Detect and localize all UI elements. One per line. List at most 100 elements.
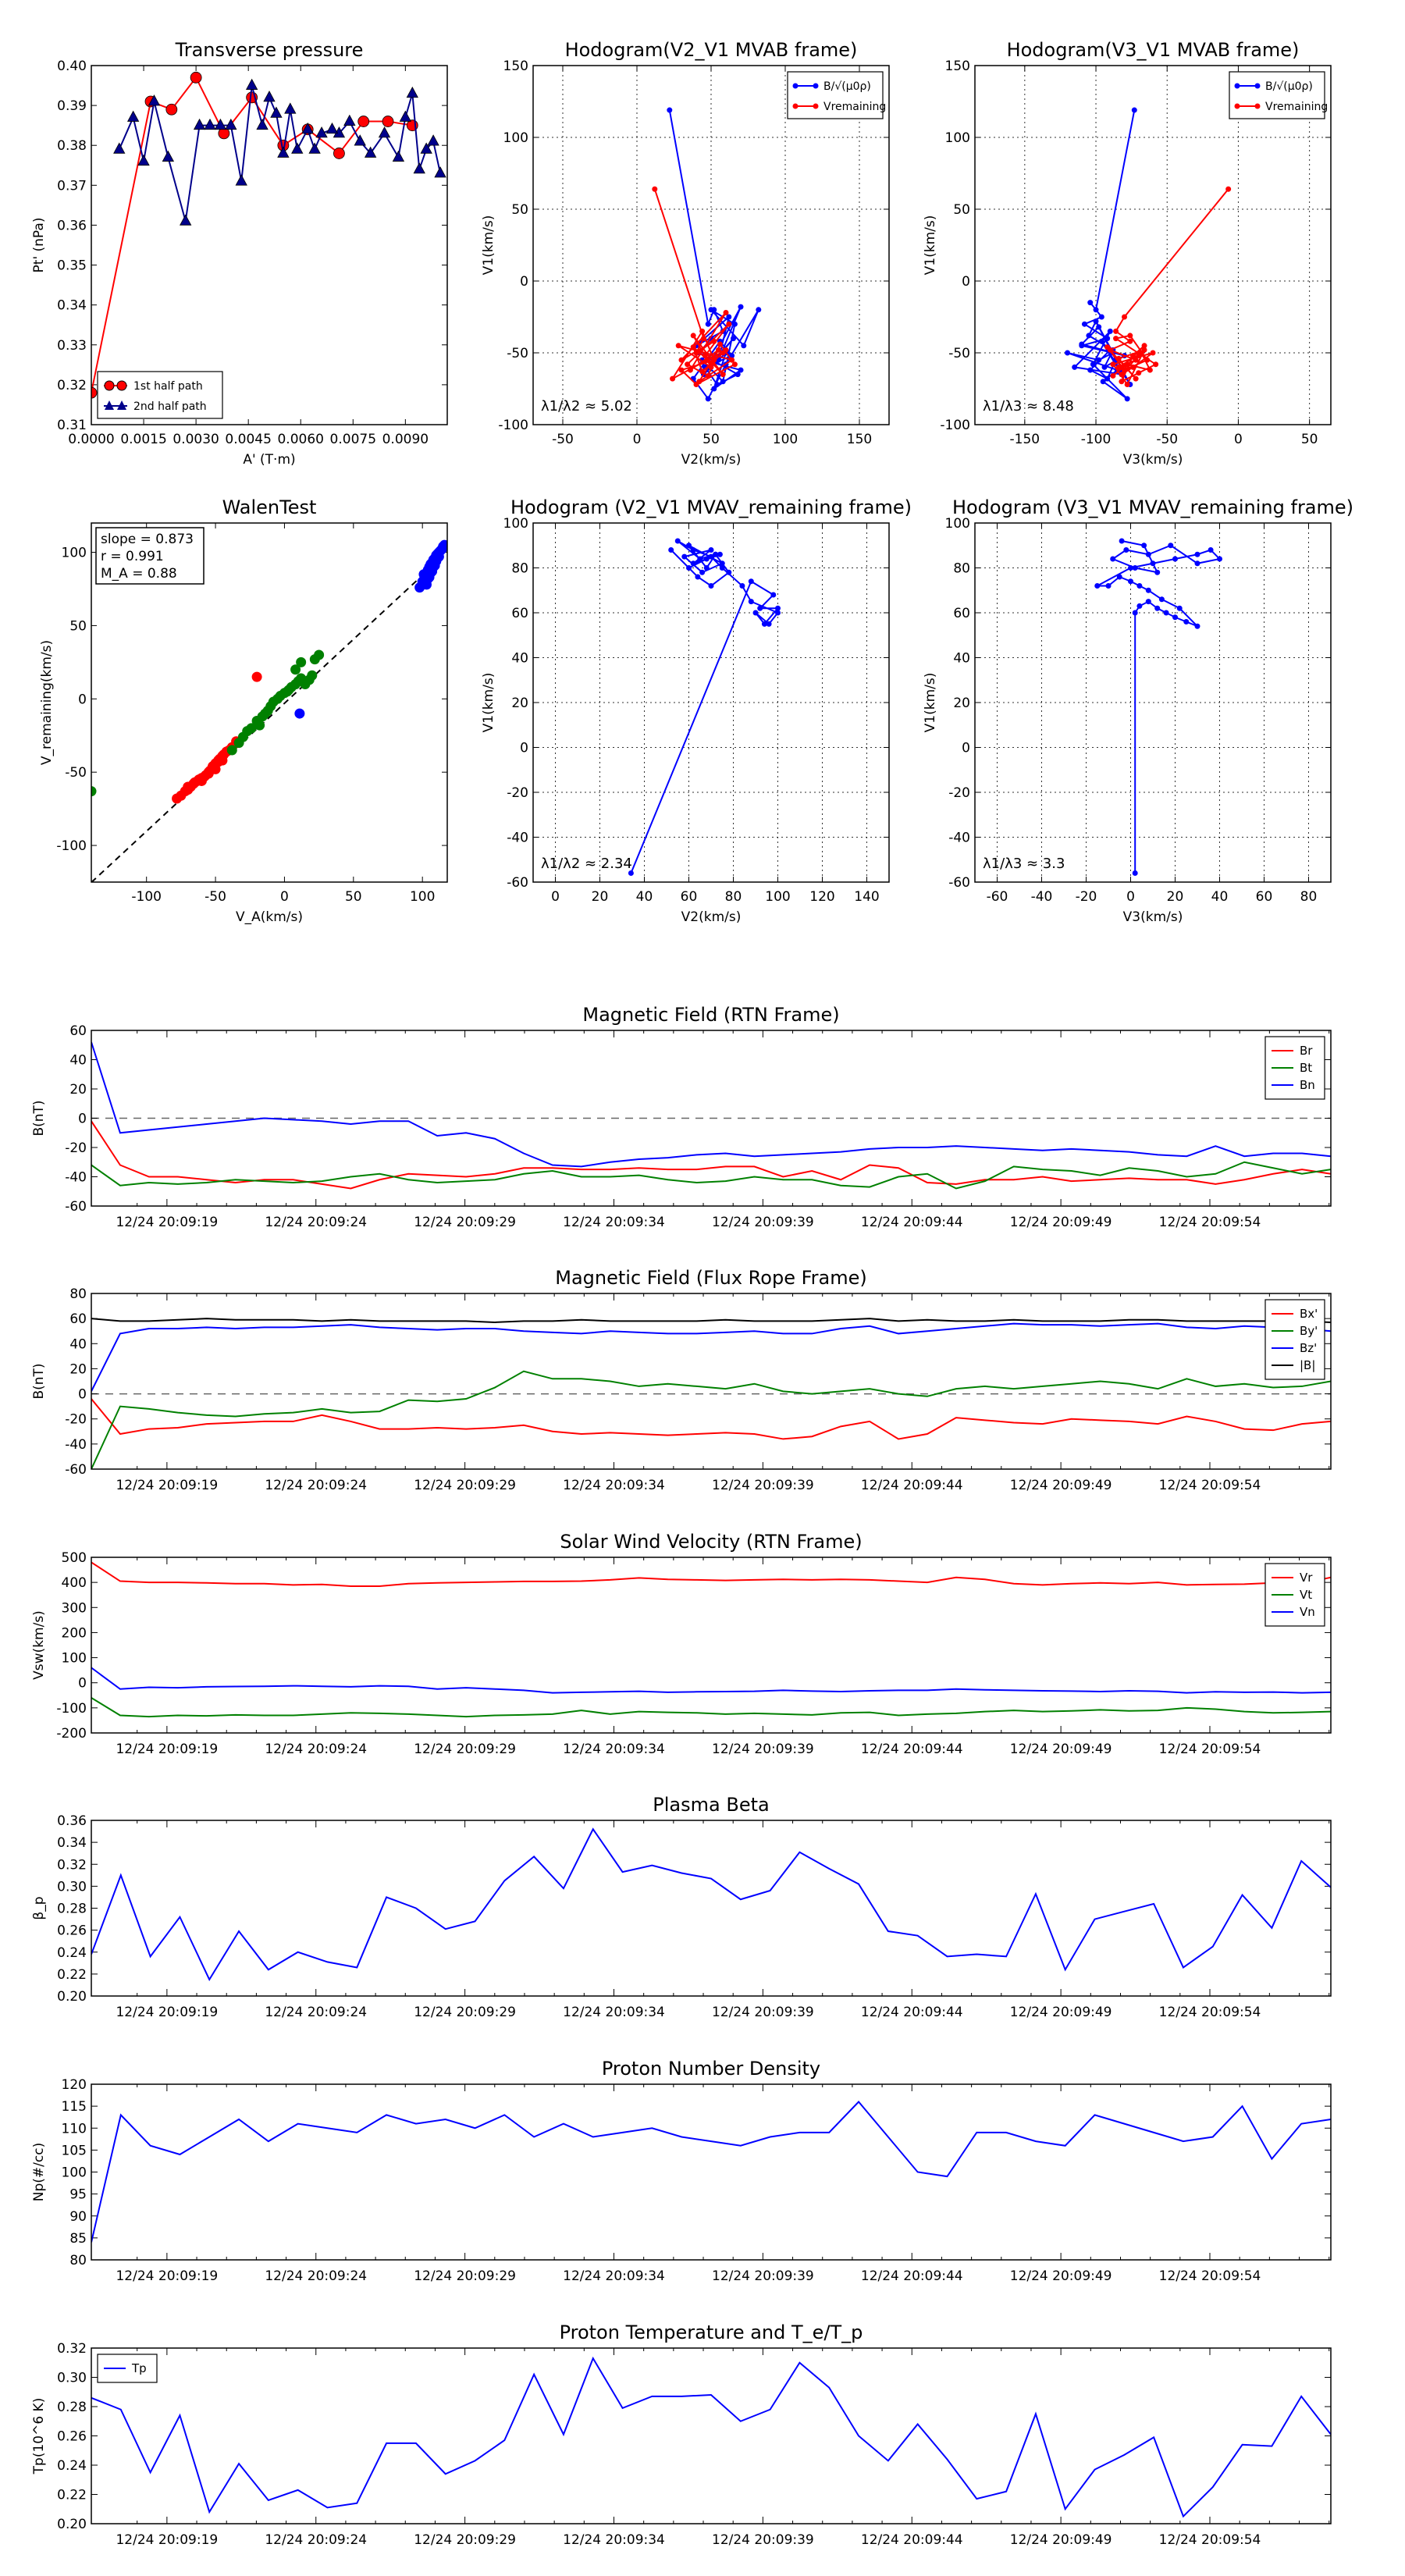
chart-title: Magnetic Field (Flux Rope Frame) xyxy=(555,1267,866,1289)
data-layer xyxy=(91,539,447,882)
data-layer xyxy=(1094,538,1222,876)
chart-title: Proton Temperature and T_e/T_p xyxy=(560,2322,863,2343)
x-tick-label: 0 xyxy=(1234,432,1243,447)
y-tick-label: 115 xyxy=(62,2099,87,2115)
data-point xyxy=(1119,372,1125,378)
chart-title: Hodogram(V2_V1 MVAB frame) xyxy=(565,39,858,61)
y-tick-label: 20 xyxy=(511,696,528,711)
x-tick-label: 12/24 20:09:39 xyxy=(712,1215,814,1230)
data-point xyxy=(1141,343,1147,349)
x-tick-label: 12/24 20:09:29 xyxy=(414,2005,516,2020)
stats-line: r = 0.991 xyxy=(101,549,164,564)
data-point xyxy=(717,341,723,347)
data-point xyxy=(1127,338,1133,344)
data-point xyxy=(708,583,714,589)
data-point xyxy=(1217,556,1222,562)
chart-title: Hodogram (V3_V1 MVAV_remaining frame) xyxy=(952,496,1353,518)
data-point xyxy=(91,386,98,399)
legend-marker xyxy=(105,400,114,410)
data-point xyxy=(162,150,175,162)
y-tick-label: 300 xyxy=(62,1600,87,1616)
y-tick-label: 0.22 xyxy=(57,2488,87,2503)
x-tick-label: 12/24 20:09:34 xyxy=(563,1215,665,1230)
x-tick-label: 12/24 20:09:24 xyxy=(265,1742,367,1757)
data-point xyxy=(1094,583,1101,589)
data-point xyxy=(1158,596,1165,603)
data-point xyxy=(245,78,258,90)
data-point xyxy=(1132,565,1138,571)
data-point xyxy=(720,379,726,385)
data-point xyxy=(137,154,150,166)
data-point xyxy=(685,361,691,368)
x-tick-label: 12/24 20:09:49 xyxy=(1010,1742,1112,1757)
data-point xyxy=(1107,328,1113,334)
data-point xyxy=(256,118,269,130)
data-point xyxy=(1168,543,1174,549)
x-tick-label: -20 xyxy=(1076,889,1097,905)
y-tick-label: 0.38 xyxy=(57,138,87,154)
x-tick-label: 12/24 20:09:54 xyxy=(1159,1478,1261,1493)
x-axis-label: V2(km/s) xyxy=(681,452,742,468)
y-tick-label: 0.30 xyxy=(57,2371,87,2386)
data-point xyxy=(418,569,429,580)
y-tick-label: 100 xyxy=(62,546,87,561)
chart-title: Magnetic Field (RTN Frame) xyxy=(582,1004,839,1026)
data-point xyxy=(296,656,307,667)
data-point xyxy=(196,775,207,786)
data-point xyxy=(1136,603,1143,609)
data-point xyxy=(1122,367,1128,373)
data-point xyxy=(719,560,725,567)
data-point xyxy=(1150,350,1156,356)
data-point xyxy=(686,543,692,549)
data-point xyxy=(291,142,304,154)
data-point xyxy=(148,94,161,106)
x-axis-label: V3(km/s) xyxy=(1123,909,1183,925)
data-point xyxy=(1154,605,1161,611)
y-axis-label: B(nT) xyxy=(31,1100,47,1136)
x-tick-label: 0.0060 xyxy=(277,432,323,447)
data-point xyxy=(708,364,714,370)
data-point xyxy=(1145,587,1151,593)
data-point xyxy=(729,353,735,359)
x-tick-label: 140 xyxy=(854,889,879,905)
x-tick-label: 150 xyxy=(847,432,872,447)
legend-label: Bn xyxy=(1300,1078,1315,1092)
data-point xyxy=(251,671,262,682)
x-tick-label: 12/24 20:09:44 xyxy=(861,2005,963,2020)
x-tick-label: 50 xyxy=(345,889,362,905)
data-layer xyxy=(91,1318,1331,1469)
data-point xyxy=(738,304,744,310)
y-axis-label: Pt' (nPa) xyxy=(31,218,47,273)
y-tick-label: 100 xyxy=(503,130,528,146)
data-point xyxy=(1145,551,1151,557)
series-line-Vremaining xyxy=(1106,188,1229,386)
y-tick-label: 0.39 xyxy=(57,98,87,114)
data-point xyxy=(225,118,237,130)
x-tick-label: 12/24 20:09:19 xyxy=(116,1215,218,1230)
data-point xyxy=(290,664,301,675)
stats-box xyxy=(95,527,205,585)
data-point xyxy=(263,91,276,102)
x-tick-label: 50 xyxy=(702,432,720,447)
data-point xyxy=(1128,578,1133,585)
x-tick-label: 0 xyxy=(551,889,560,905)
data-point xyxy=(1119,379,1125,385)
y-tick-label: 0 xyxy=(78,1387,87,1403)
x-tick-label: 12/24 20:09:19 xyxy=(116,1742,218,1757)
y-tick-label: -50 xyxy=(948,346,970,361)
y-tick-label: 0.26 xyxy=(57,1923,87,1939)
data-point xyxy=(1087,367,1094,373)
x-tick-label: 12/24 20:09:29 xyxy=(414,2268,516,2284)
x-tick-label: 50 xyxy=(1301,432,1318,447)
data-point xyxy=(703,565,710,571)
legend-label: B/√(μ0ρ) xyxy=(823,80,871,93)
data-point xyxy=(1154,569,1161,575)
y-tick-label: 60 xyxy=(69,1311,87,1327)
x-tick-label: 12/24 20:09:39 xyxy=(712,2005,814,2020)
data-point xyxy=(382,116,394,127)
data-point xyxy=(1183,619,1190,624)
data-layer xyxy=(91,2101,1331,2243)
data-point xyxy=(1086,333,1092,339)
y-axis-label: V1(km/s) xyxy=(923,673,938,733)
legend-box xyxy=(1229,71,1325,119)
